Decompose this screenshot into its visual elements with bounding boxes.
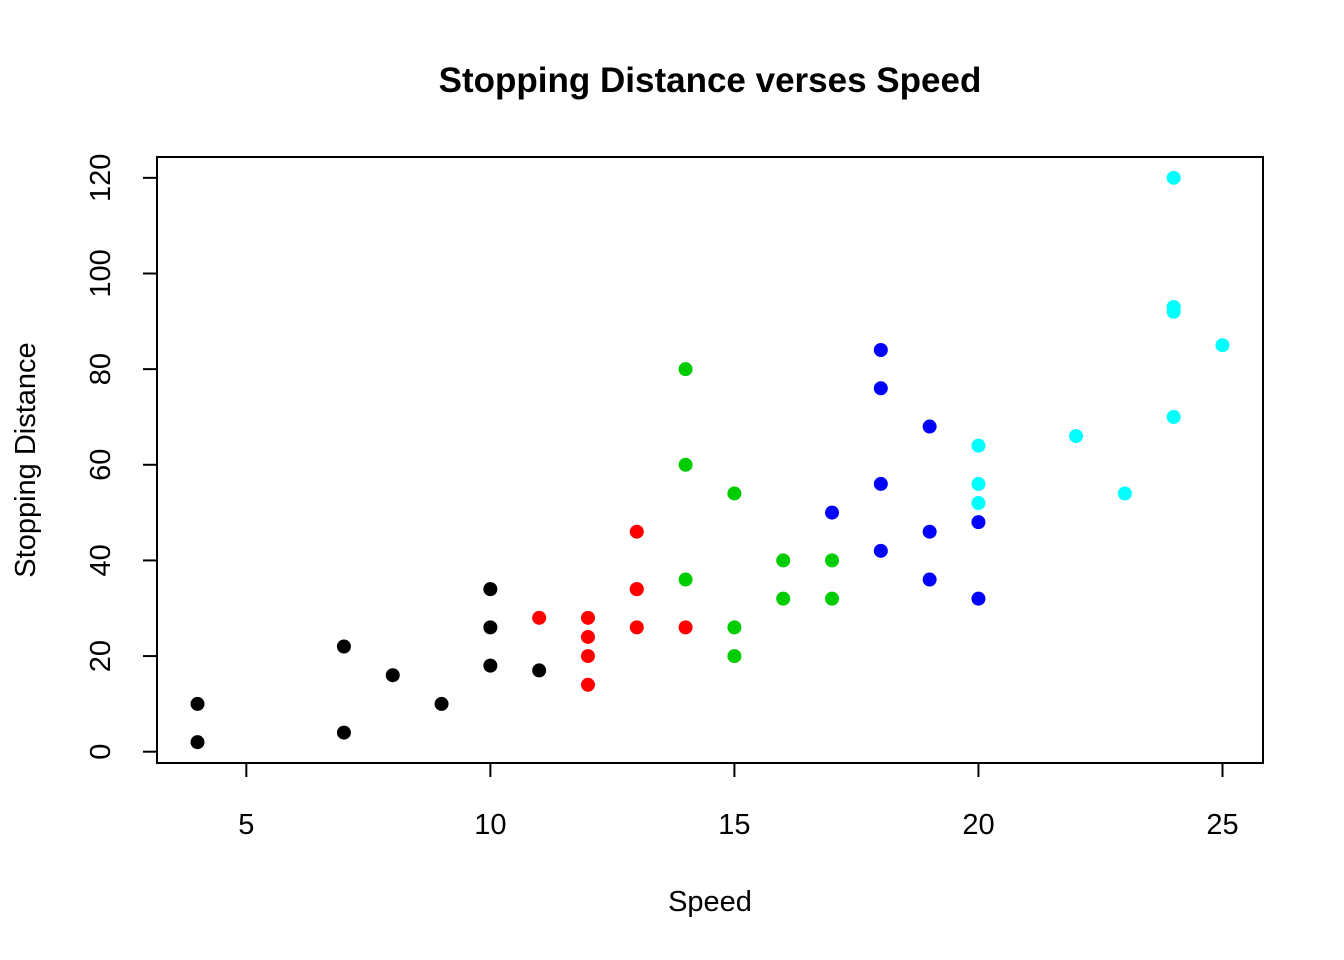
data-point [825,553,840,568]
data-point [580,610,595,625]
data-point [580,629,595,644]
data-points [190,170,1230,750]
data-point [971,515,986,530]
data-point [629,582,644,597]
data-point [825,591,840,606]
data-point [434,696,449,711]
x-tick-label: 5 [238,809,254,841]
y-tick-label: 20 [85,640,117,672]
data-point [580,649,595,664]
y-tick-label: 120 [85,154,117,202]
data-point [190,696,205,711]
y-tick-label: 80 [85,353,117,385]
data-point [971,591,986,606]
data-point [336,639,351,654]
y-tick-label: 0 [85,744,117,760]
data-point [1166,409,1181,424]
data-point [483,582,498,597]
data-point [825,505,840,520]
data-point [532,610,547,625]
data-point [580,677,595,692]
data-point [971,476,986,491]
data-point [1166,299,1181,314]
data-point [190,735,205,750]
x-axis-label: Speed [668,886,752,918]
data-point [1117,486,1132,501]
data-point [922,572,937,587]
data-point [678,362,693,377]
x-axis: 5 10 15 20 25 [238,762,1239,841]
data-point [873,543,888,558]
data-point [727,649,742,664]
chart-title: Stopping Distance verses Speed [439,61,982,100]
data-point [873,343,888,358]
data-point [727,620,742,635]
data-point [873,381,888,396]
y-axis: 0 20 40 60 80 100 120 [85,154,158,760]
data-point [1166,170,1181,185]
y-tick-label: 100 [85,249,117,297]
data-point [678,620,693,635]
data-point [385,668,400,683]
data-point [336,725,351,740]
data-point [971,496,986,511]
x-tick-label: 15 [718,809,750,841]
y-axis-label: Stopping Distance [10,342,42,577]
y-tick-label: 60 [85,449,117,481]
data-point [629,620,644,635]
x-tick-label: 25 [1206,809,1238,841]
data-point [727,486,742,501]
data-point [873,476,888,491]
data-point [776,553,791,568]
x-tick-label: 10 [474,809,506,841]
x-tick-label: 20 [962,809,994,841]
data-point [922,524,937,539]
data-point [678,572,693,587]
data-point [1215,338,1230,353]
y-tick-label: 40 [85,544,117,576]
data-point [483,620,498,635]
data-point [776,591,791,606]
data-point [1069,429,1084,444]
data-point [922,419,937,434]
data-point [532,663,547,678]
data-point [629,524,644,539]
data-point [678,457,693,472]
data-point [971,438,986,453]
data-point [483,658,498,673]
